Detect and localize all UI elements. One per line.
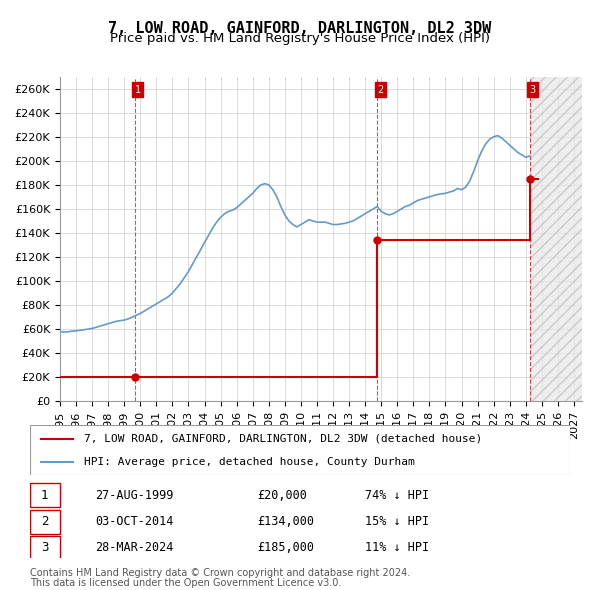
Text: 7, LOW ROAD, GAINFORD, DARLINGTON, DL2 3DW: 7, LOW ROAD, GAINFORD, DARLINGTON, DL2 3… <box>109 21 491 35</box>
Text: Contains HM Land Registry data © Crown copyright and database right 2024.: Contains HM Land Registry data © Crown c… <box>30 568 410 578</box>
Text: £20,000: £20,000 <box>257 489 307 502</box>
Text: 3: 3 <box>530 85 536 94</box>
Text: 1: 1 <box>41 489 49 502</box>
Text: 28-MAR-2024: 28-MAR-2024 <box>95 542 173 555</box>
Text: £185,000: £185,000 <box>257 542 314 555</box>
FancyBboxPatch shape <box>30 536 60 560</box>
Text: This data is licensed under the Open Government Licence v3.0.: This data is licensed under the Open Gov… <box>30 578 341 588</box>
Text: 11% ↓ HPI: 11% ↓ HPI <box>365 542 429 555</box>
FancyBboxPatch shape <box>30 425 570 475</box>
Text: 03-OCT-2014: 03-OCT-2014 <box>95 515 173 528</box>
Bar <box>530 77 582 401</box>
Text: 27-AUG-1999: 27-AUG-1999 <box>95 489 173 502</box>
FancyBboxPatch shape <box>30 510 60 533</box>
Text: 7, LOW ROAD, GAINFORD, DARLINGTON, DL2 3DW (detached house): 7, LOW ROAD, GAINFORD, DARLINGTON, DL2 3… <box>84 434 482 444</box>
Text: 3: 3 <box>41 542 49 555</box>
Text: £134,000: £134,000 <box>257 515 314 528</box>
Text: HPI: Average price, detached house, County Durham: HPI: Average price, detached house, Coun… <box>84 457 415 467</box>
Text: 2: 2 <box>377 85 383 94</box>
Text: 1: 1 <box>135 85 141 94</box>
FancyBboxPatch shape <box>30 483 60 507</box>
Text: 2: 2 <box>41 515 49 528</box>
Text: 15% ↓ HPI: 15% ↓ HPI <box>365 515 429 528</box>
Text: 74% ↓ HPI: 74% ↓ HPI <box>365 489 429 502</box>
Text: Price paid vs. HM Land Registry's House Price Index (HPI): Price paid vs. HM Land Registry's House … <box>110 32 490 45</box>
